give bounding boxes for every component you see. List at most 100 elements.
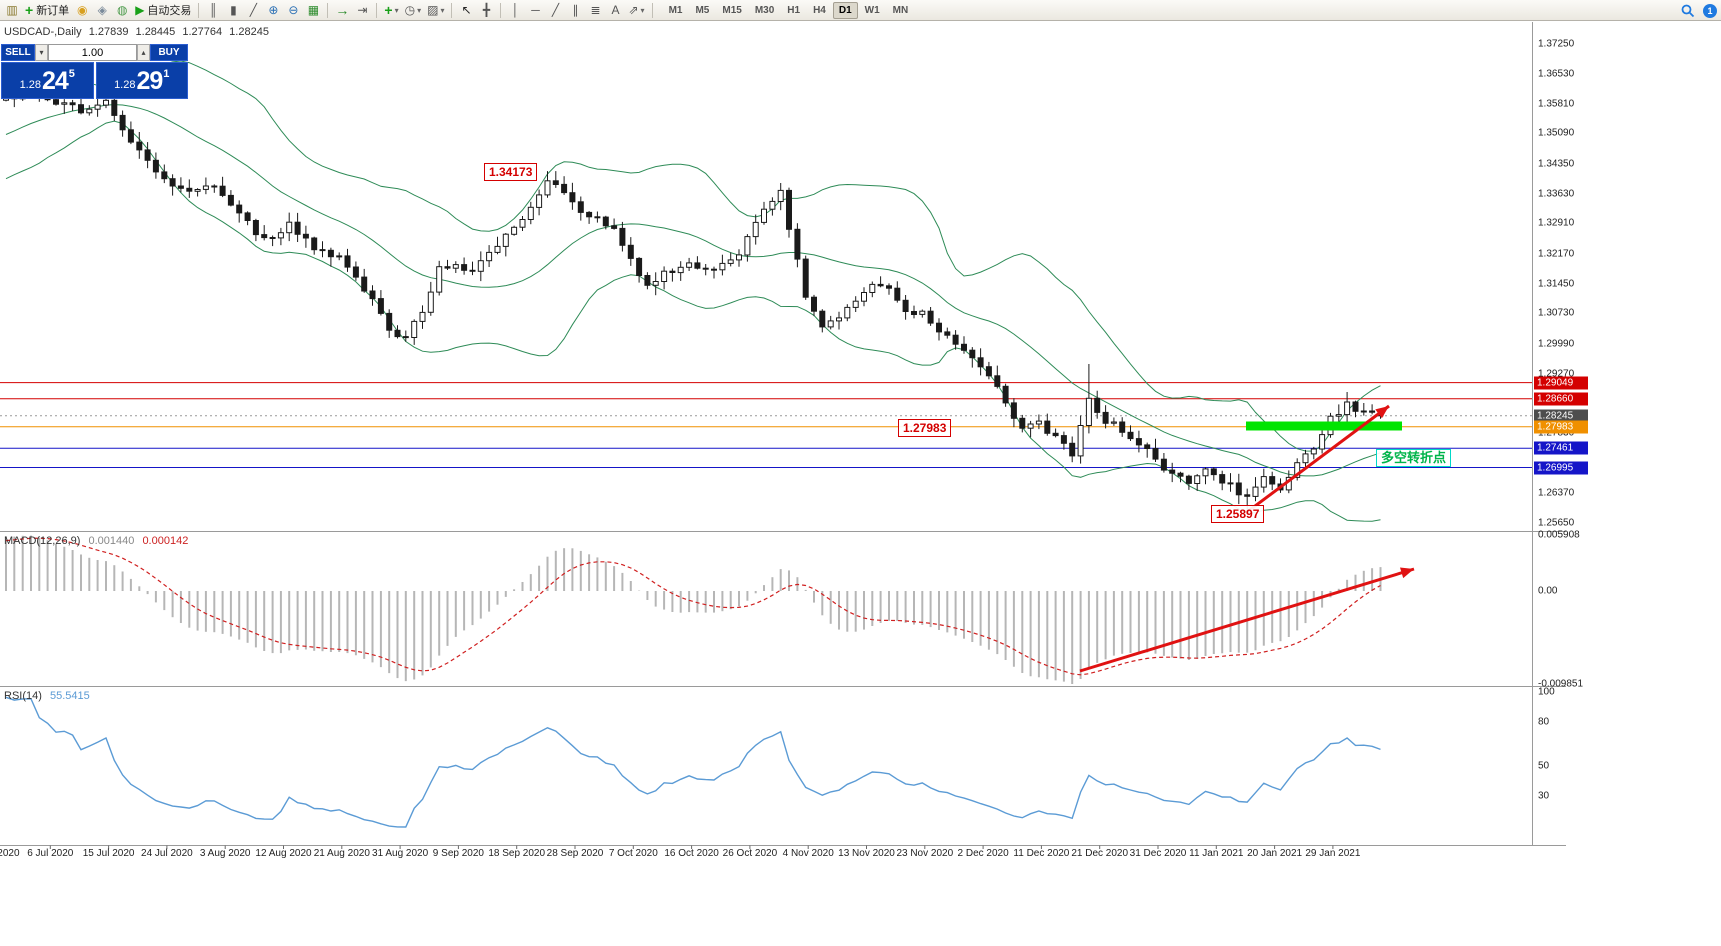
trend-arrow[interactable] [1079, 567, 1415, 673]
zoom-in-icon: ⊕ [268, 3, 279, 17]
chart-shift-icon: ⇥ [357, 3, 368, 17]
timeframe-m1[interactable]: M1 [668, 4, 683, 16]
tile-windows-button[interactable]: ▦ [303, 1, 323, 20]
chart-annotation[interactable]: 1.27983 [898, 419, 952, 437]
cursor-arrow-icon: ↖ [461, 3, 472, 17]
zoom-out-button[interactable]: ⊖ [283, 1, 303, 20]
zoom-in-button[interactable]: ⊕ [263, 1, 283, 20]
autotrading-button[interactable]: ▶ 自动交易 [132, 1, 194, 20]
crosshair-button[interactable]: ╋ [476, 1, 496, 20]
auto-scroll-icon: → [335, 2, 350, 18]
auto-scroll-button[interactable]: → [332, 1, 352, 20]
axis-label: 1.29990 [1538, 338, 1575, 350]
axis-label: 1.29270 [1538, 368, 1575, 379]
volume-increase-button[interactable]: ▴ [137, 44, 150, 61]
axis-label: 1.36530 [1538, 68, 1575, 80]
chart-shift-button[interactable]: ⇥ [352, 1, 372, 20]
timeframe-m15[interactable]: M15 [722, 4, 742, 16]
notifications-badge[interactable]: 1 [1703, 3, 1717, 18]
timeframe-m5[interactable]: M5 [695, 4, 710, 16]
candlestick-chart-button[interactable]: ▮ [223, 1, 243, 20]
time-axis-label: 23 Nov 2020 [896, 848, 954, 859]
chart-window-button[interactable]: ▥ [2, 1, 22, 20]
buy-price-button[interactable]: 1.28 29 1 [95, 62, 188, 99]
chart-annotation[interactable]: 1.25897 [1211, 505, 1265, 523]
vertical-line-button[interactable]: │ [505, 1, 525, 20]
indicators-plus-icon: + [384, 2, 393, 18]
timeframe-m30[interactable]: M30 [754, 4, 775, 16]
time-axis[interactable]: 25 Jun 2020 6 Jul 2020 15 Jul 2020 24 Jul 2… [0, 846, 1566, 864]
candlestick-chart-icon: ▮ [230, 3, 237, 17]
signals-button[interactable]: ◈ [92, 1, 112, 20]
price-tag: 1.29049 [1534, 376, 1588, 390]
line-chart-button[interactable]: ╱ [243, 1, 263, 20]
time-axis-label: 18 Sep 2020 [488, 848, 546, 859]
time-axis-label: 21 Aug 2020 [313, 848, 370, 859]
main-toolbar: ▥ + 新订单 ◉ ◈ ◍ ▶ 自动交易 ║ ▮ ╱ ⊕ ⊖ ▦ → ⇥ + ▾ ◷ ▾ ▨ ▾ ↖ ╋ │ ─ ╱ ∥ ≣ A ⇗ ▾ M1… [0, 0, 1721, 21]
timeframe-group: M1 M5 M15 M30 H1 H4 D1 W1 MN [663, 1, 915, 19]
timeframe-mn[interactable]: MN [892, 4, 909, 16]
macd-main-value: 0.001440 [88, 535, 135, 547]
bar-chart-icon: ║ [209, 3, 218, 17]
fibonacci-button[interactable]: ≣ [585, 1, 605, 20]
price-tag: 1.28660 [1534, 392, 1588, 406]
templates-button[interactable]: ▨ ▾ [424, 1, 447, 20]
trend-arrow[interactable] [1246, 404, 1390, 514]
community-button[interactable]: ◍ [112, 1, 132, 20]
timeframe-w1[interactable]: W1 [864, 4, 880, 16]
bar-chart-button[interactable]: ║ [203, 1, 223, 20]
trendline-button[interactable]: ╱ [545, 1, 565, 20]
indicators-button[interactable]: + ▾ [381, 1, 401, 20]
axis-label: 0.00 [1538, 585, 1558, 597]
wallet-button[interactable]: ◉ [72, 1, 92, 20]
volume-decrease-button[interactable]: ▾ [35, 44, 48, 61]
axis-label: -0.009851 [1538, 678, 1584, 690]
axis-label: 50 [1538, 760, 1550, 772]
text-icon: A [611, 3, 620, 17]
arrows-tool-button[interactable]: ⇗ ▾ [625, 1, 647, 20]
channel-icon: ∥ [572, 3, 579, 17]
toolbar-right: 1 [1681, 0, 1717, 21]
text-label-button[interactable]: A [605, 1, 625, 20]
rsi-label: RSI(14) 55.5415 [4, 690, 90, 702]
timeframe-h1[interactable]: H1 [787, 4, 801, 16]
high-value: 1.28445 [135, 26, 176, 38]
chart-annotation[interactable]: 1.34173 [484, 163, 538, 181]
time-axis-label: 7 Oct 2020 [608, 848, 658, 859]
symbol-label: USDCAD-,Daily [4, 26, 82, 38]
timeframe-d1[interactable]: D1 [832, 1, 858, 19]
trendline-icon: ╱ [551, 3, 560, 17]
volume-input[interactable] [48, 44, 137, 61]
timeframe-h4[interactable]: H4 [813, 4, 826, 16]
chart-ohlc-readout: USDCAD-,Daily 1.27839 1.28445 1.27764 1.… [4, 26, 273, 38]
open-value: 1.27839 [88, 26, 129, 38]
rsi-value: 55.5415 [49, 690, 90, 702]
axis-label: 1.33630 [1538, 188, 1575, 199]
price-tag: 1.26995 [1534, 461, 1588, 474]
horizontal-line-button[interactable]: ─ [525, 1, 545, 20]
sell-button[interactable]: SELL [1, 44, 35, 61]
autotrading-button-label: 自动交易 [147, 5, 192, 17]
cursor-button[interactable]: ↖ [456, 1, 476, 20]
price-axis[interactable]: 1.37250 1.36530 1.35810 1.35090 1.34350 1.336… [1532, 0, 1721, 946]
toolbar-separator [651, 2, 653, 18]
price-tag: 1.27461 [1534, 441, 1588, 455]
toolbar-separator [327, 2, 329, 18]
axis-label: 1.35810 [1538, 98, 1575, 109]
buy-price-big: 29 [136, 66, 163, 95]
equidistant-channel-button[interactable]: ∥ [565, 1, 585, 20]
new-order-button[interactable]: + 新订单 [22, 1, 72, 20]
chart-annotation[interactable]: 多空转折点 [1376, 449, 1452, 467]
periods-button[interactable]: ◷ ▾ [402, 1, 425, 20]
axis-label: 1.25650 [1538, 517, 1575, 529]
time-axis-label: 24 Jul 2020 [141, 848, 193, 859]
buy-button[interactable]: BUY [150, 44, 188, 61]
time-axis-label: 9 Sep 2020 [432, 848, 484, 859]
sell-price-button[interactable]: 1.28 24 5 [1, 62, 94, 99]
crosshair-icon: ╋ [482, 3, 491, 17]
macd-label: MACD(12,26,9) 0.001440 0.000142 [4, 535, 188, 547]
rsi-name: RSI(14) [4, 690, 42, 702]
search-icon[interactable] [1681, 4, 1695, 18]
toolbar-separator [451, 2, 453, 18]
